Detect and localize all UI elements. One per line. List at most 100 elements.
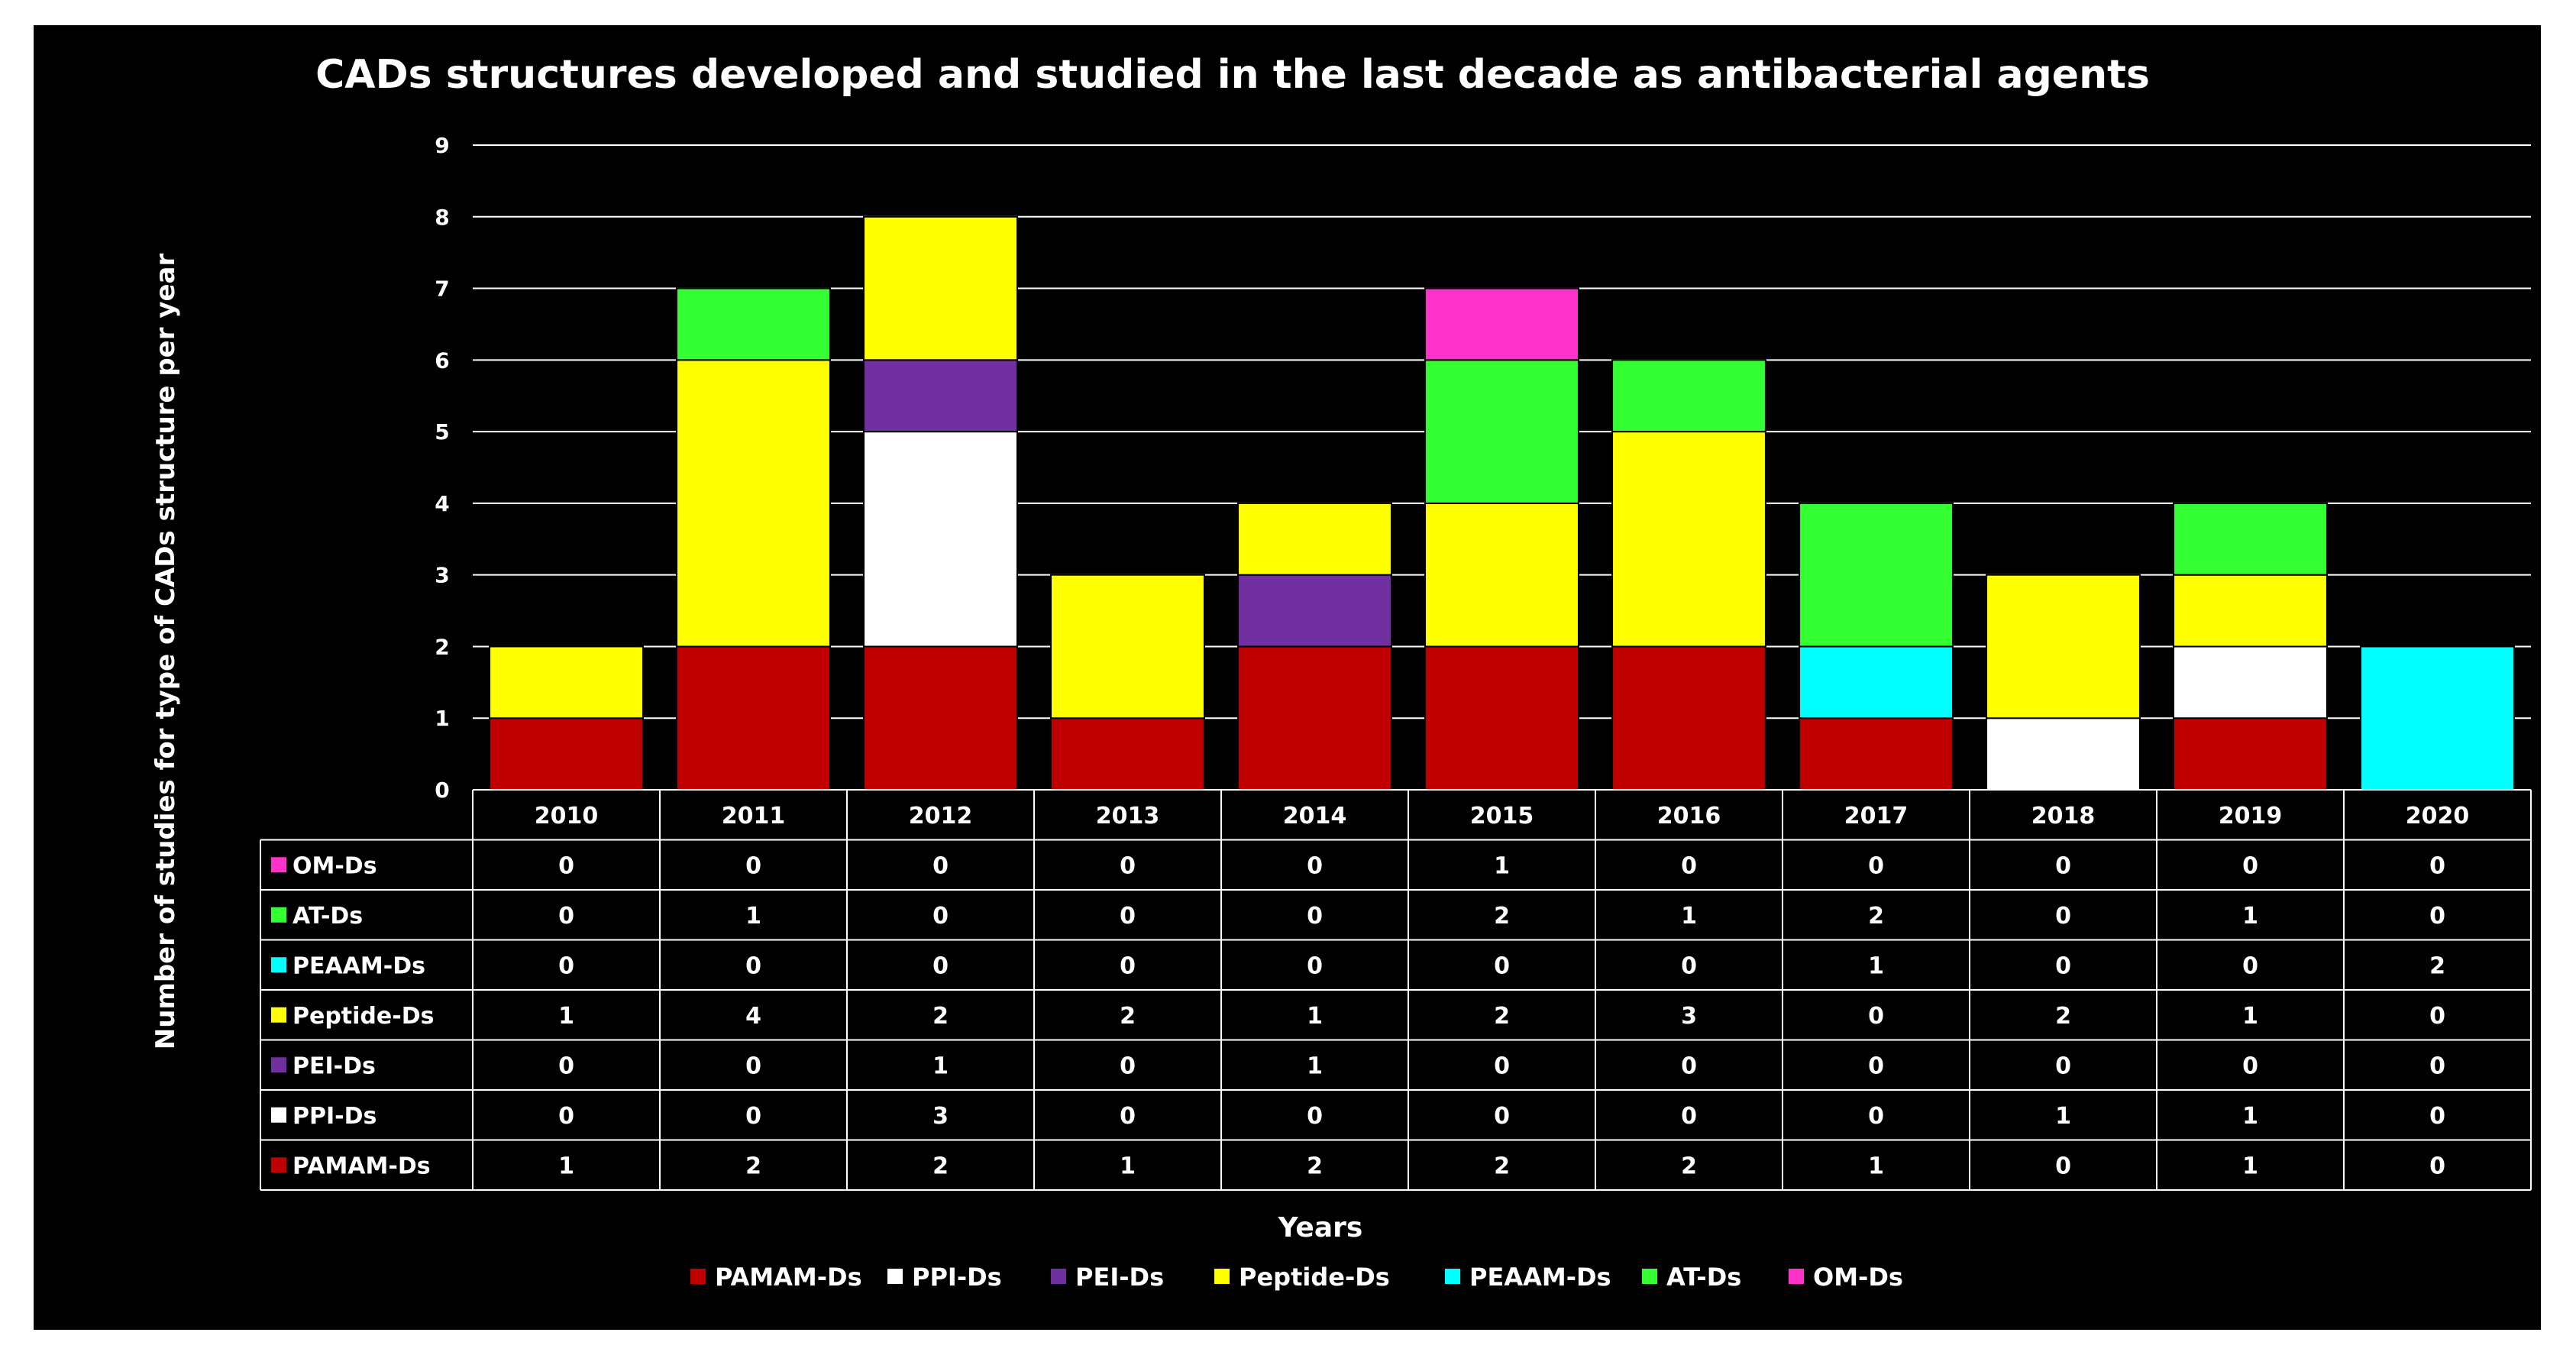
table-cell-value: 0	[2429, 1153, 2445, 1179]
x-tick-label: 2012	[909, 803, 973, 829]
legend-swatch	[690, 1269, 706, 1284]
table-cell-value: 0	[1681, 1053, 1697, 1079]
table-cell-value: 0	[1120, 1053, 1136, 1079]
bar-segment	[2173, 574, 2328, 648]
y-tick-label: 2	[435, 634, 449, 659]
table-row-label: PEAAM-Ds	[293, 952, 425, 979]
bar-segment	[1050, 717, 1205, 791]
bar-segment	[676, 645, 831, 791]
table-cell-value: 0	[745, 852, 761, 879]
legend-swatch	[1789, 1269, 1804, 1284]
table-cell-value: 0	[2055, 1053, 2071, 1079]
bar-segment	[2173, 645, 2328, 720]
table-cell-value: 2	[1494, 1003, 1510, 1030]
y-axis-ticks: 0 1 2 3 4 5 6 7 8 9	[435, 133, 449, 803]
y-tick-label: 6	[435, 348, 449, 373]
stacked-bar-chart: CADs structures developed and studied in…	[150, 52, 2532, 1292]
bar-segment	[1424, 502, 1579, 648]
x-tick-label: 2019	[2219, 803, 2283, 829]
table-cell-value: 0	[558, 952, 574, 979]
table-cell-value: 0	[1494, 1053, 1510, 1079]
table-cell-value: 1	[2242, 1153, 2258, 1179]
legend-label: PEAAM-Ds	[1469, 1263, 1611, 1292]
table-cell-value: 0	[1120, 952, 1136, 979]
legend-label: OM-Ds	[1813, 1263, 1903, 1292]
x-axis-label: Years	[1278, 1212, 1363, 1243]
table-cell-value: 1	[558, 1003, 574, 1030]
table-legend-key	[271, 957, 286, 973]
table-cell-value: 0	[1868, 1003, 1884, 1030]
table-cell-value: 2	[1120, 1003, 1136, 1030]
table-cell-value: 0	[2429, 1003, 2445, 1030]
y-tick-label: 0	[435, 778, 449, 803]
y-tick-label: 5	[435, 419, 449, 445]
table-cell-value: 1	[1307, 1003, 1323, 1030]
table-cell-value: 2	[1494, 903, 1510, 930]
y-tick-label: 9	[435, 133, 449, 158]
table-cell-value: 1	[2242, 903, 2258, 930]
bar-segment	[863, 645, 1018, 791]
y-tick-label: 4	[435, 491, 449, 516]
legend-label: PAMAM-Ds	[715, 1263, 862, 1292]
table-cell-value: 0	[1307, 952, 1323, 979]
table-cell-value: 1	[1494, 852, 1510, 879]
table-cell-value: 1	[2242, 1003, 2258, 1030]
bar-segment	[1611, 645, 1766, 791]
table-cell-value: 0	[2055, 852, 2071, 879]
table-cell-value: 0	[1868, 1103, 1884, 1130]
table-cell-value: 2	[1307, 1153, 1323, 1179]
table-cell-value: 0	[1681, 952, 1697, 979]
legend-label: AT-Ds	[1666, 1263, 1741, 1292]
bar-segment	[1799, 717, 1954, 791]
legend-swatch	[1642, 1269, 1657, 1284]
chart-title: CADs structures developed and studied in…	[315, 52, 2150, 98]
table-cell-value: 1	[558, 1153, 574, 1179]
table-legend-key	[271, 1107, 286, 1123]
y-tick-label: 7	[435, 276, 449, 302]
bar-segment	[863, 359, 1018, 433]
table-cell-value: 0	[558, 1103, 574, 1130]
y-tick-label: 1	[435, 706, 449, 731]
bar-segment	[1424, 645, 1579, 791]
table-cell-value: 0	[2429, 1053, 2445, 1079]
table-cell-value: 1	[1307, 1053, 1323, 1079]
table-cell-value: 1	[2242, 1103, 2258, 1130]
table-cell-value: 0	[1120, 1103, 1136, 1130]
y-axis-label: Number of studies for type of CADs struc…	[150, 254, 181, 1050]
table-legend-key	[271, 1057, 286, 1073]
table-cell-value: 0	[1868, 1053, 1884, 1079]
table-cell-value: 0	[2055, 952, 2071, 979]
bar-segment	[2173, 502, 2328, 576]
table-cell-value: 0	[558, 903, 574, 930]
table-cell-value: 1	[745, 903, 761, 930]
legend-swatch	[1214, 1269, 1230, 1284]
table-cell-value: 0	[1494, 952, 1510, 979]
x-tick-label: 2018	[2031, 803, 2096, 829]
bar-segment	[1050, 574, 1205, 720]
table-row-label: AT-Ds	[293, 903, 363, 930]
table-cell-value: 0	[2055, 903, 2071, 930]
table-cell-value: 0	[932, 903, 949, 930]
legend-label: PPI-Ds	[912, 1263, 1002, 1292]
table-cell-value: 2	[932, 1003, 949, 1030]
x-tick-label: 2017	[1844, 803, 1909, 829]
table-cell-value: 0	[1307, 903, 1323, 930]
table-cell-value: 0	[745, 1103, 761, 1130]
table-cell-value: 0	[1681, 1103, 1697, 1130]
legend-label: PEI-Ds	[1075, 1263, 1164, 1292]
table-cell-value: 0	[1307, 1103, 1323, 1130]
table-cell-value: 0	[558, 1053, 574, 1079]
y-tick-label: 3	[435, 563, 449, 588]
bar-segment	[863, 431, 1018, 648]
table-cell-value: 0	[745, 952, 761, 979]
bar-segment	[1986, 574, 2141, 720]
table-cell-value: 2	[2429, 952, 2445, 979]
table-cell-value: 0	[745, 1053, 761, 1079]
table-cell-value: 2	[1868, 903, 1884, 930]
data-table: 2010 2011 2012 2013 2014 2015 2016 2017 2018 2019…	[260, 789, 2532, 1191]
bar-segment	[1799, 645, 1954, 720]
table-cell-value: 0	[1307, 852, 1323, 879]
x-tick-label: 2020	[2406, 803, 2470, 829]
bar-segment	[1799, 502, 1954, 648]
bar-segment	[1611, 359, 1766, 433]
